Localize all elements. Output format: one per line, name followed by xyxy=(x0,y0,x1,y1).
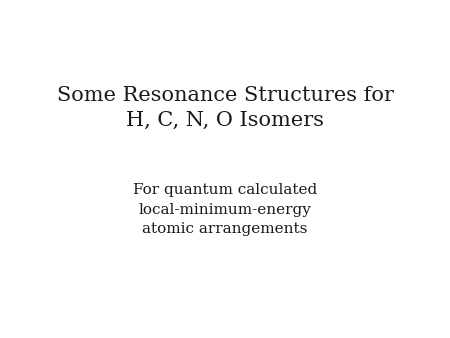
Text: For quantum calculated
local-minimum-energy
atomic arrangements: For quantum calculated local-minimum-ene… xyxy=(133,183,317,236)
Text: Some Resonance Structures for
H, C, N, O Isomers: Some Resonance Structures for H, C, N, O… xyxy=(57,86,393,130)
